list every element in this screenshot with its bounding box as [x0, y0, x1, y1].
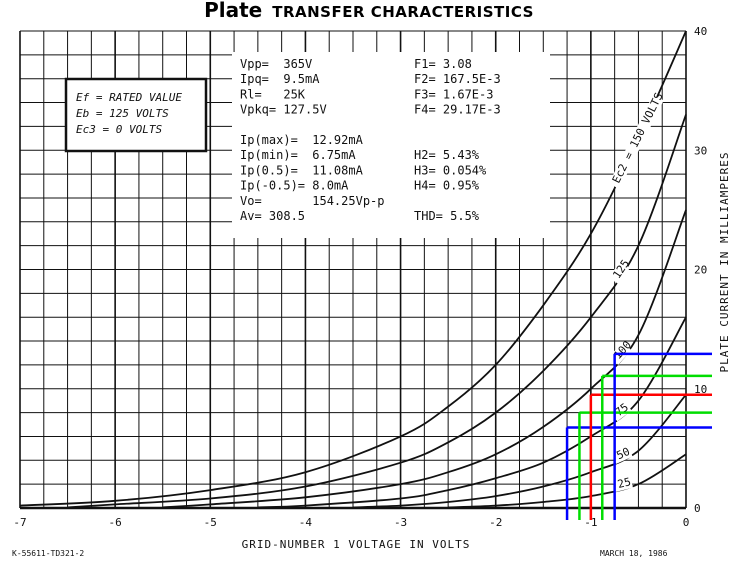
series-label-bg [611, 445, 633, 464]
info-left-line: Ip(min)= 6.75mA [240, 148, 356, 162]
info-left-line: Vpp= 365V [240, 57, 312, 71]
series-line-3 [257, 316, 687, 509]
info-left-line: Ip(-0.5)= 8.0mA [240, 179, 349, 193]
x-tick-label: -6 [109, 516, 122, 529]
info-left-line: Rl= 25K [240, 87, 306, 101]
series-label-3: 75 [613, 401, 631, 419]
condition-line: Eb = 125 VOLTS [76, 107, 169, 120]
series-label-bg [612, 475, 633, 492]
x-axis-label: GRID-NUMBER 1 VOLTAGE IN VOLTS [242, 538, 471, 551]
info-right-line: H2= 5.43% [414, 148, 480, 162]
title-bold: Plate [204, 0, 262, 22]
y-tick-label: 0 [694, 502, 701, 515]
x-tick-label: -1 [584, 516, 597, 529]
info-right-line: F3= 1.67E-3 [414, 87, 493, 101]
condition-line: Ec3 = 0 VOLTS [76, 123, 162, 136]
footer-left: K-55611-TD321-2 [12, 549, 84, 558]
series-line-0 [19, 30, 687, 507]
x-tick-label: 0 [683, 516, 690, 529]
condition-line: Ef = RATED VALUE [76, 91, 182, 104]
x-tick-label: -4 [299, 516, 313, 529]
title-rest: TRANSFER CHARACTERISTICS [272, 3, 534, 21]
info-left-line: Av= 308.5 [240, 209, 305, 223]
x-tick-label: -5 [204, 516, 217, 529]
info-left-line: Ip(max)= 12.92mA [240, 133, 364, 147]
info-right-line: THD= 5.5% [414, 209, 480, 223]
footer-right: MARCH 18, 1986 [600, 549, 668, 558]
conditions-text: Ef = RATED VALUE Eb = 125 VOLTS Ec3 = 0 VO… [76, 91, 182, 136]
info-left-line: Ipq= 9.5mA [240, 72, 320, 86]
series-label-0: Ec2 = 150 VOLTS [610, 91, 666, 186]
info-left-line: Vo= 154.25Vp-p [240, 194, 385, 208]
y-tick-label: 20 [694, 264, 707, 277]
series-label-5: 25 [616, 475, 632, 491]
series-line-2 [162, 209, 687, 509]
series-line-4 [352, 394, 687, 509]
x-tick-label: -3 [394, 516, 407, 529]
info-left-line: Ip(0.5)= 11.08mA [240, 163, 364, 177]
y-tick-label: 40 [694, 25, 707, 38]
x-tick-label: -7 [13, 516, 26, 529]
info-right-line: H4= 0.95% [414, 179, 480, 193]
y-axis-label: PLATE CURRENT IN MILLIAMPERES [718, 151, 731, 372]
series-label-bg [608, 94, 664, 189]
series-label-4: 50 [615, 445, 632, 462]
y-tick-label: 10 [694, 383, 707, 396]
y-tick-label: 30 [694, 144, 707, 157]
chart-title: Plate TRANSFER CHARACTERISTICS [204, 0, 534, 22]
info-right-line: F2= 167.5E-3 [414, 72, 501, 86]
info-right-line: F4= 29.17E-3 [414, 103, 501, 117]
series-label-bg [608, 261, 630, 285]
axis-ticks: -7 -6 -5 -4 -3 -2 -1 00 10 20 30 40 [13, 25, 707, 529]
info-right-line: H3= 0.054% [414, 163, 487, 177]
info-left-line: Vpkq= 127.5V [240, 103, 327, 117]
conditions-box [64, 77, 208, 153]
x-tick-label: -2 [489, 516, 502, 529]
info-panel-bg [232, 52, 550, 238]
analysis-overlay [565, 352, 712, 520]
info-right-line: F1= 3.08 [414, 57, 472, 71]
